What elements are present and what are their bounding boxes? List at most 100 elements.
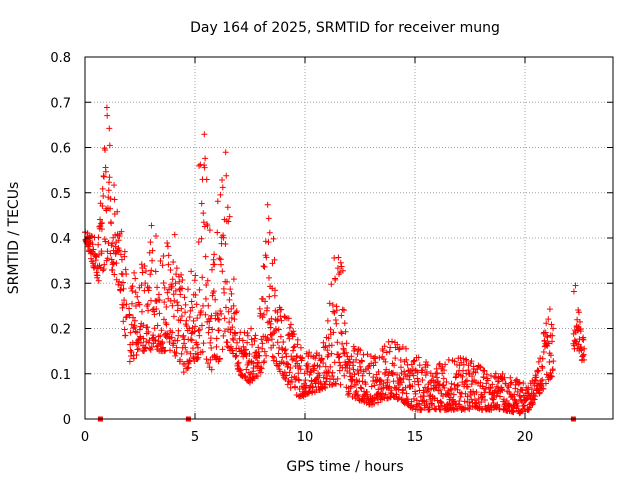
data-point xyxy=(437,399,444,406)
data-point xyxy=(200,340,207,347)
data-point xyxy=(257,369,264,376)
data-point xyxy=(221,328,228,335)
data-point xyxy=(217,307,224,314)
data-point xyxy=(156,310,163,317)
data-point xyxy=(193,341,200,348)
data-point xyxy=(169,302,176,309)
data-point xyxy=(466,406,473,413)
data-point xyxy=(153,233,160,240)
data-point xyxy=(536,390,543,397)
data-point xyxy=(233,308,240,315)
data-point xyxy=(202,155,209,162)
data-point xyxy=(493,383,500,390)
data-point xyxy=(332,276,339,283)
data-point xyxy=(515,380,522,387)
data-point xyxy=(274,339,281,346)
y-tick-label: 0.4 xyxy=(50,232,71,247)
data-point xyxy=(183,317,190,324)
data-point xyxy=(350,366,357,373)
data-point xyxy=(406,376,413,383)
data-point xyxy=(299,354,306,361)
data-point xyxy=(182,344,189,351)
data-point xyxy=(129,339,136,346)
data-point xyxy=(175,327,182,334)
data-point xyxy=(122,266,129,273)
data-point xyxy=(186,357,193,364)
data-point xyxy=(581,345,588,352)
data-point xyxy=(135,345,142,352)
data-point xyxy=(236,335,243,342)
data-point xyxy=(434,397,441,404)
data-point xyxy=(461,398,468,405)
data-point xyxy=(251,335,258,342)
data-point xyxy=(199,274,206,281)
data-point xyxy=(286,369,293,376)
data-point xyxy=(340,307,347,314)
data-point xyxy=(549,338,556,345)
data-point xyxy=(424,362,431,369)
data-point xyxy=(183,323,190,330)
data-point xyxy=(412,390,419,397)
data-point xyxy=(167,267,174,274)
y-axis-label: SRMTID / TECUs xyxy=(6,182,22,295)
data-point xyxy=(233,309,240,316)
data-points xyxy=(82,104,588,422)
data-point xyxy=(136,301,143,308)
data-point xyxy=(212,315,219,322)
data-point xyxy=(472,369,479,376)
data-point xyxy=(489,381,496,388)
data-point xyxy=(421,404,428,411)
data-point xyxy=(399,344,406,351)
y-tick-label: 0.3 xyxy=(50,277,71,292)
data-point xyxy=(263,254,270,261)
data-point xyxy=(434,378,441,385)
data-point xyxy=(297,344,304,351)
data-point xyxy=(214,312,221,319)
data-point xyxy=(378,393,385,400)
data-point xyxy=(191,277,198,284)
data-point xyxy=(208,344,215,351)
data-point xyxy=(106,174,113,181)
data-point xyxy=(418,406,425,413)
data-point xyxy=(320,344,327,351)
data-point xyxy=(202,295,209,302)
data-point xyxy=(160,279,167,286)
data-point xyxy=(131,324,138,331)
data-point xyxy=(306,371,313,378)
data-point xyxy=(521,402,528,409)
data-point xyxy=(227,286,234,293)
data-point xyxy=(440,375,447,382)
data-point xyxy=(333,380,340,387)
data-point xyxy=(354,391,361,398)
data-point xyxy=(381,343,388,350)
data-point xyxy=(507,380,514,387)
data-point xyxy=(188,268,195,275)
data-point xyxy=(233,352,240,359)
data-point xyxy=(213,343,220,350)
data-point xyxy=(329,381,336,388)
data-point xyxy=(226,296,233,303)
data-point xyxy=(267,320,274,327)
data-point xyxy=(103,104,110,111)
data-point xyxy=(398,364,405,371)
data-point xyxy=(231,316,238,323)
data-point xyxy=(338,263,345,270)
data-point xyxy=(548,321,555,328)
data-point xyxy=(260,311,267,318)
data-point xyxy=(258,365,265,372)
data-point xyxy=(111,271,118,278)
data-point xyxy=(196,286,203,293)
data-point xyxy=(513,400,520,407)
data-point xyxy=(539,355,546,362)
data-point xyxy=(144,301,151,308)
data-point xyxy=(320,339,327,346)
data-point xyxy=(370,362,377,369)
data-point xyxy=(577,328,584,335)
data-point xyxy=(196,326,203,333)
data-point xyxy=(481,396,488,403)
data-point xyxy=(542,380,549,387)
data-point xyxy=(480,374,487,381)
data-point xyxy=(196,162,203,169)
data-point xyxy=(243,366,250,373)
data-point xyxy=(403,356,410,363)
